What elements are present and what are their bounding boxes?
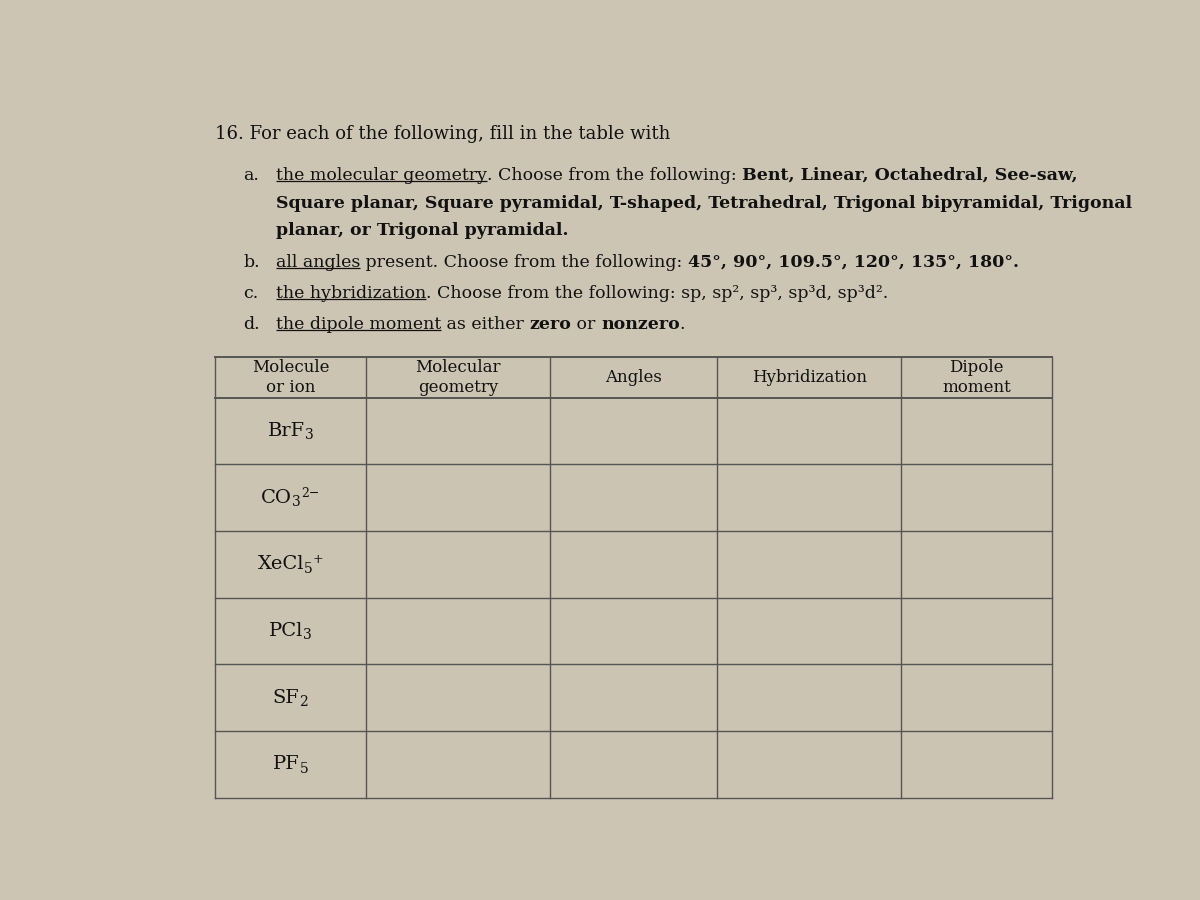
Text: 5: 5 xyxy=(304,562,313,576)
Text: 3: 3 xyxy=(293,495,301,509)
Text: as either: as either xyxy=(440,316,529,333)
Text: d.: d. xyxy=(242,316,259,333)
Text: all angles: all angles xyxy=(276,254,360,271)
Text: Bent, Linear, Octahedral, See-saw,: Bent, Linear, Octahedral, See-saw, xyxy=(742,166,1078,184)
Text: +: + xyxy=(313,554,323,566)
Text: PCl: PCl xyxy=(269,622,304,640)
Text: . Choose from the following: sp, sp², sp³, sp³d, sp³d².: . Choose from the following: sp, sp², sp… xyxy=(426,284,888,302)
Text: the molecular geometry: the molecular geometry xyxy=(276,166,486,184)
Text: the dipole moment: the dipole moment xyxy=(276,316,440,333)
Text: 3: 3 xyxy=(304,628,312,643)
Text: 16. For each of the following, fill in the table with: 16. For each of the following, fill in t… xyxy=(215,125,671,143)
Text: .: . xyxy=(679,316,685,333)
Text: SF: SF xyxy=(272,688,300,706)
Text: the hybridization: the hybridization xyxy=(276,284,426,302)
Text: Hybridization: Hybridization xyxy=(752,369,866,386)
Text: nonzero: nonzero xyxy=(601,316,679,333)
Text: b.: b. xyxy=(242,254,259,271)
Text: . Choose from the following:: . Choose from the following: xyxy=(486,166,742,184)
Text: 2−: 2− xyxy=(301,487,319,500)
Bar xyxy=(215,357,1052,797)
Text: BrF: BrF xyxy=(268,422,305,440)
Text: Square planar, Square pyramidal, T-shaped, Tetrahedral, Trigonal bipyramidal, Tr: Square planar, Square pyramidal, T-shape… xyxy=(276,194,1132,212)
Text: present. Choose from the following:: present. Choose from the following: xyxy=(360,254,688,271)
Text: 2: 2 xyxy=(300,695,308,709)
Text: planar, or Trigonal pyramidal.: planar, or Trigonal pyramidal. xyxy=(276,222,568,239)
Text: a.: a. xyxy=(242,166,259,184)
Text: c.: c. xyxy=(242,284,258,302)
Text: Molecular
geometry: Molecular geometry xyxy=(415,359,500,396)
Text: XeCl: XeCl xyxy=(258,555,304,573)
Text: PF: PF xyxy=(272,755,300,773)
Text: 5: 5 xyxy=(300,761,308,776)
Text: Angles: Angles xyxy=(605,369,662,386)
Text: Dipole
moment: Dipole moment xyxy=(942,359,1012,396)
Text: zero: zero xyxy=(529,316,571,333)
Text: 3: 3 xyxy=(305,428,313,443)
Text: or: or xyxy=(571,316,601,333)
Text: 45°, 90°, 109.5°, 120°, 135°, 180°.: 45°, 90°, 109.5°, 120°, 135°, 180°. xyxy=(688,254,1019,271)
Text: Molecule
or ion: Molecule or ion xyxy=(252,359,329,396)
Text: CO: CO xyxy=(262,489,293,507)
